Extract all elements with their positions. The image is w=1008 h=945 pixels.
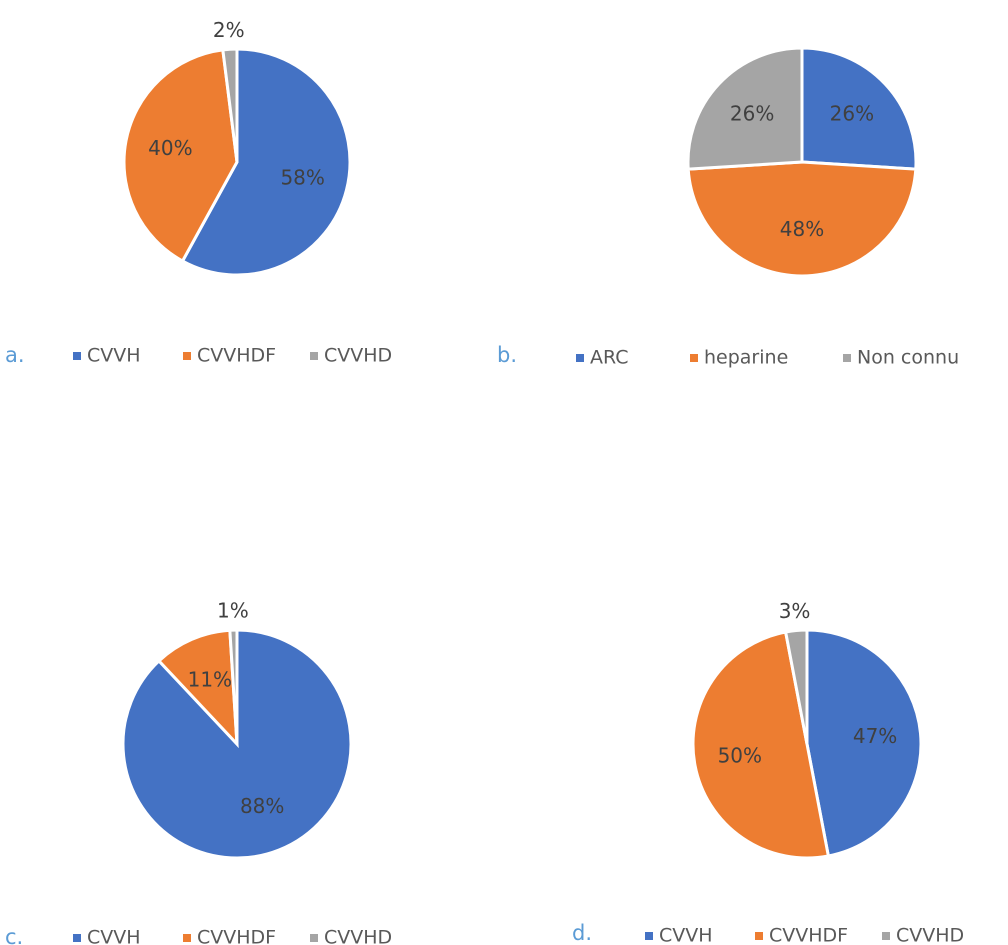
panel-label: c. bbox=[5, 925, 23, 945]
data-label: 88% bbox=[240, 794, 284, 818]
legend-label: CVVHD bbox=[324, 927, 392, 945]
legend-label: CVVHDF bbox=[197, 927, 276, 945]
legend-label: CVVHD bbox=[324, 345, 392, 367]
data-label: 26% bbox=[830, 102, 874, 126]
data-label: 2% bbox=[213, 18, 245, 42]
legend-swatch bbox=[310, 934, 318, 942]
panel-label: a. bbox=[5, 343, 25, 367]
legend-swatch bbox=[576, 354, 584, 362]
legend-label: CVVH bbox=[87, 927, 141, 945]
legend-swatch bbox=[310, 352, 318, 360]
pie-slice bbox=[180, 47, 352, 277]
pie-slice bbox=[156, 628, 239, 749]
pie-slice bbox=[122, 48, 239, 264]
data-label: 1% bbox=[217, 599, 249, 623]
pie-slice bbox=[805, 628, 923, 858]
pie-slice bbox=[221, 47, 239, 163]
data-label: 26% bbox=[730, 102, 774, 126]
data-label: 58% bbox=[280, 165, 324, 189]
legend-label: CVVH bbox=[659, 925, 713, 945]
data-label: 40% bbox=[148, 136, 192, 160]
legend-swatch bbox=[73, 352, 81, 360]
legend-label: ARC bbox=[590, 347, 629, 369]
legend-label: CVVH bbox=[87, 345, 141, 367]
pie-slice bbox=[691, 630, 831, 860]
panel-label: d. bbox=[572, 921, 592, 945]
data-label: 48% bbox=[780, 217, 824, 241]
legend-swatch bbox=[755, 932, 763, 940]
legend-label: CVVHD bbox=[896, 925, 964, 945]
data-label: 3% bbox=[779, 599, 811, 623]
legend-label: CVVHDF bbox=[769, 925, 848, 945]
legend-swatch bbox=[73, 934, 81, 942]
legend-swatch bbox=[882, 932, 890, 940]
legend-label: Non connu bbox=[857, 347, 959, 369]
data-label: 50% bbox=[718, 743, 762, 767]
data-label: 11% bbox=[188, 668, 232, 692]
panel-label: b. bbox=[497, 343, 517, 367]
pie-slice bbox=[800, 46, 918, 171]
legend-label: heparine bbox=[704, 347, 788, 369]
legend-swatch bbox=[645, 932, 653, 940]
data-label: 47% bbox=[853, 724, 897, 748]
legend-swatch bbox=[183, 934, 191, 942]
legend-swatch bbox=[690, 354, 698, 362]
legend-label: CVVHDF bbox=[197, 345, 276, 367]
pie-slice bbox=[783, 628, 809, 745]
pie-slice bbox=[686, 46, 804, 171]
pie-slice bbox=[228, 628, 239, 745]
legend-swatch bbox=[843, 354, 851, 362]
legend-swatch bbox=[183, 352, 191, 360]
pie-slice bbox=[686, 160, 918, 278]
